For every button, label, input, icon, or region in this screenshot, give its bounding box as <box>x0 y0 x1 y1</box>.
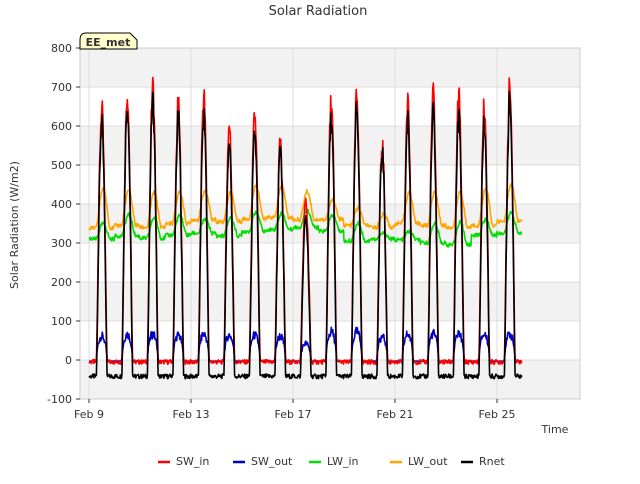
x-axis: Feb 9 Feb 13 Feb 17 Feb 21 Feb 25 <box>74 399 515 421</box>
x-tick-label: Feb 9 <box>74 408 104 421</box>
y-tick-label: 0 <box>65 354 72 367</box>
y-tick-label: 600 <box>51 120 72 133</box>
y-tick-label: 100 <box>51 315 72 328</box>
y-tick-label: -100 <box>47 393 72 406</box>
series-line-lw-in <box>88 207 523 248</box>
series-line-rnet <box>88 90 523 380</box>
y-axis: -100 0 100 200 300 400 500 600 700 800 <box>47 42 80 406</box>
series-line-sw-in <box>88 76 523 366</box>
chart-title: Solar Radiation <box>269 4 368 19</box>
site-label-box: EE_met <box>79 32 138 50</box>
x-axis-label: Time <box>541 423 569 436</box>
y-tick-label: 800 <box>51 42 72 55</box>
legend-label: SW_out <box>251 455 293 468</box>
series-layer <box>88 76 523 380</box>
legend-label: LW_out <box>408 455 448 468</box>
y-tick-label: 500 <box>51 159 72 172</box>
legend-label: Rnet <box>479 455 505 468</box>
y-axis-label: Solar Radiation (W/m2) <box>8 161 21 289</box>
y-tick-label: 400 <box>51 198 72 211</box>
x-tick-label: Feb 21 <box>377 408 414 421</box>
plot-frame <box>79 47 581 400</box>
legend: SW_in SW_out LW_in LW_out Rnet <box>158 455 505 468</box>
x-tick-label: Feb 13 <box>173 408 210 421</box>
y-tick-label: 200 <box>51 276 72 289</box>
y-tick-label: 300 <box>51 237 72 250</box>
plot-band <box>80 48 580 87</box>
y-tick-label: 700 <box>51 81 72 94</box>
x-tick-label: Feb 17 <box>275 408 312 421</box>
series-line-lw-out <box>88 183 523 231</box>
legend-label: LW_in <box>327 455 359 468</box>
legend-label: SW_in <box>176 455 209 468</box>
x-tick-label: Feb 25 <box>479 408 516 421</box>
site-label: EE_met <box>86 36 131 49</box>
